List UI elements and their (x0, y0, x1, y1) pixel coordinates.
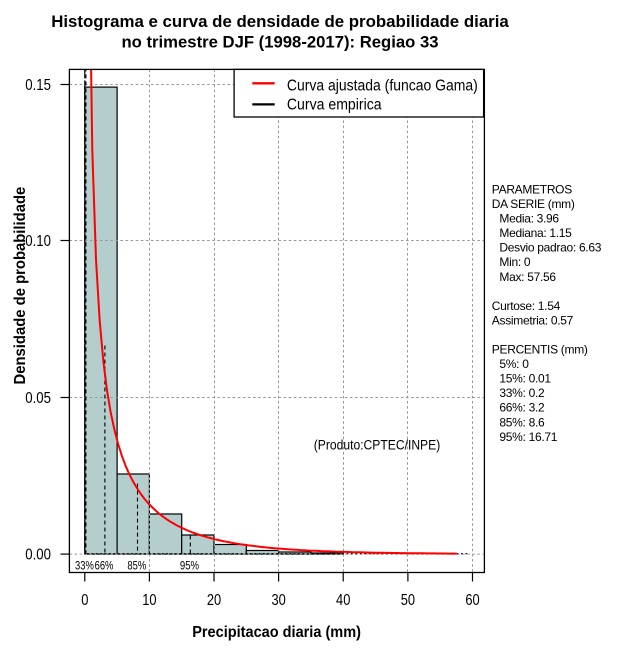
svg-text:0.05: 0.05 (25, 390, 51, 407)
svg-text:40: 40 (336, 592, 350, 609)
svg-text:33%: 33% (75, 560, 94, 572)
svg-text:Curtose: 1.54: Curtose: 1.54 (492, 299, 561, 313)
svg-text:PARAMETROS: PARAMETROS (492, 182, 572, 196)
svg-text:85%: 85% (127, 560, 146, 572)
svg-text:Precipitacao diaria (mm): Precipitacao diaria (mm) (192, 624, 361, 641)
svg-text:20: 20 (207, 592, 221, 609)
svg-text:33%: 0.2: 33%: 0.2 (499, 386, 545, 400)
svg-text:66%: 3.2: 66%: 3.2 (499, 401, 545, 415)
svg-text:PERCENTIS (mm): PERCENTIS (mm) (492, 343, 588, 357)
svg-text:10: 10 (142, 592, 156, 609)
svg-text:0.10: 0.10 (25, 233, 51, 250)
svg-text:Curva empirica: Curva empirica (287, 97, 382, 114)
svg-text:95%: 95% (180, 560, 199, 572)
svg-text:Mediana: 1.15: Mediana: 1.15 (499, 226, 572, 240)
svg-text:66%: 66% (95, 560, 114, 572)
svg-text:0.15: 0.15 (25, 77, 51, 94)
svg-text:Min: 0: Min: 0 (499, 255, 531, 269)
svg-text:60: 60 (465, 592, 479, 609)
svg-text:Assimetria: 0.57: Assimetria: 0.57 (492, 313, 574, 327)
svg-text:5%: 0: 5%: 0 (499, 357, 529, 371)
svg-text:0.00: 0.00 (25, 547, 51, 564)
svg-text:30: 30 (271, 592, 285, 609)
svg-text:0: 0 (81, 592, 88, 609)
svg-text:Max: 57.56: Max: 57.56 (499, 270, 556, 284)
svg-text:Curva ajustada (funcao Gama): Curva ajustada (funcao Gama) (287, 78, 478, 95)
svg-text:Densidade de probabilidade: Densidade de probabilidade (12, 187, 29, 385)
svg-text:Histograma e curva de densidad: Histograma e curva de densidade de proba… (51, 12, 509, 31)
svg-text:50: 50 (401, 592, 415, 609)
svg-text:no trimestre DJF (1998-2017):: no trimestre DJF (1998-2017): Regiao 33 (122, 33, 439, 52)
svg-text:95%: 16.71: 95%: 16.71 (499, 430, 557, 444)
svg-text:15%: 0.01: 15%: 0.01 (499, 372, 551, 386)
svg-text:Media: 3.96: Media: 3.96 (499, 212, 559, 226)
svg-text:Desvio padrao: 6.63: Desvio padrao: 6.63 (499, 241, 601, 255)
svg-text:(Produto:CPTEC/INPE): (Produto:CPTEC/INPE) (314, 437, 441, 452)
svg-text:85%: 8.6: 85%: 8.6 (499, 415, 545, 429)
svg-text:DA SERIE (mm): DA SERIE (mm) (492, 197, 575, 211)
